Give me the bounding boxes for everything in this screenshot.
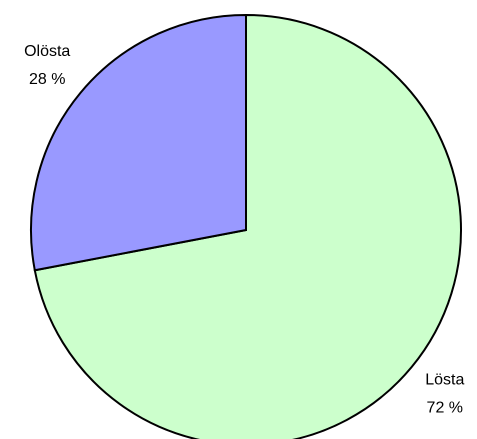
- slice-label: Olösta: [24, 43, 70, 60]
- slice-value-label: 72 %: [427, 400, 463, 417]
- pie-slice: [33, 13, 462, 439]
- pie-slice: [30, 13, 247, 272]
- slice-value-label: 28 %: [29, 71, 65, 88]
- slice-label: Lösta: [425, 372, 464, 389]
